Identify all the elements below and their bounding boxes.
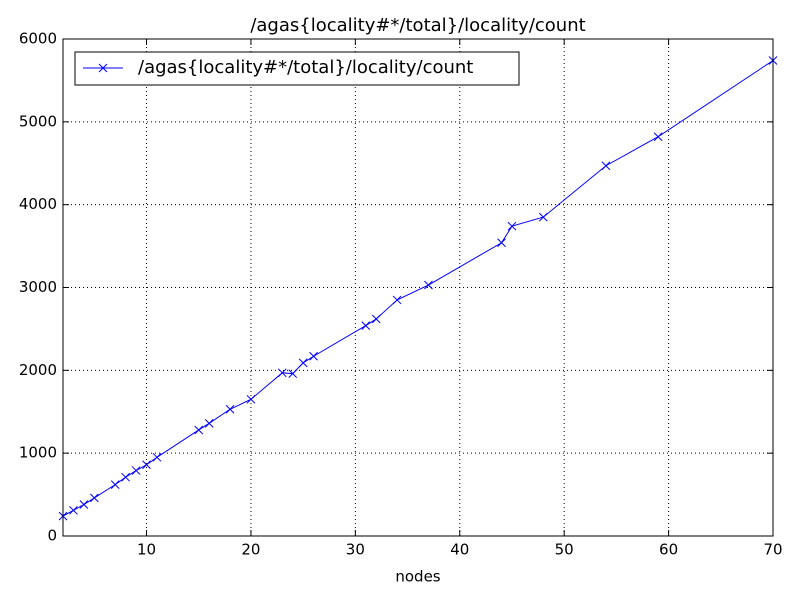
y-tick-label: 3000 — [19, 278, 57, 296]
data-marker — [298, 358, 308, 368]
y-tick-label: 0 — [47, 527, 57, 545]
data-marker — [538, 212, 548, 222]
data-marker — [225, 404, 235, 414]
data-marker — [371, 314, 381, 324]
data-marker — [142, 460, 151, 470]
y-tick-label: 4000 — [19, 195, 57, 213]
data-marker — [392, 295, 402, 305]
legend-box — [74, 51, 520, 86]
data-marker — [288, 369, 298, 379]
data-marker — [204, 418, 214, 428]
x-tick-label: 20 — [241, 541, 260, 559]
data-marker — [497, 238, 506, 248]
data-marker — [246, 394, 256, 404]
data-marker — [309, 351, 318, 361]
y-tick-label: 6000 — [19, 30, 57, 48]
data-marker — [424, 280, 433, 290]
x-tick-label: 10 — [137, 541, 156, 559]
data-marker — [507, 221, 517, 231]
x-axis-label: nodes — [395, 568, 440, 586]
data-marker — [601, 161, 611, 171]
data-marker — [361, 321, 371, 330]
data-marker — [653, 132, 663, 142]
x-tick-label: 70 — [763, 541, 782, 559]
x-tick-label: 30 — [346, 541, 365, 559]
data-marker — [89, 493, 99, 503]
y-tick-label: 5000 — [19, 112, 57, 130]
data-marker — [194, 425, 204, 435]
legend-marker — [98, 63, 108, 73]
data-marker — [79, 500, 89, 509]
data-marker — [277, 368, 287, 378]
data-marker — [131, 466, 141, 475]
plot-frame — [62, 38, 774, 537]
x-tick-label: 60 — [659, 541, 678, 559]
x-tick-label: 50 — [555, 541, 574, 559]
legend-label: /agas{locality#*/total}/locality/count — [138, 57, 473, 78]
data-marker — [69, 505, 78, 515]
data-marker — [110, 480, 120, 489]
x-tick-label: 40 — [450, 541, 469, 559]
data-marker — [121, 472, 131, 482]
data-marker — [152, 452, 162, 462]
y-tick-label: 1000 — [19, 444, 57, 462]
y-tick-label: 2000 — [19, 361, 57, 379]
chart-title: /agas{locality#*/total}/locality/count — [250, 15, 585, 36]
